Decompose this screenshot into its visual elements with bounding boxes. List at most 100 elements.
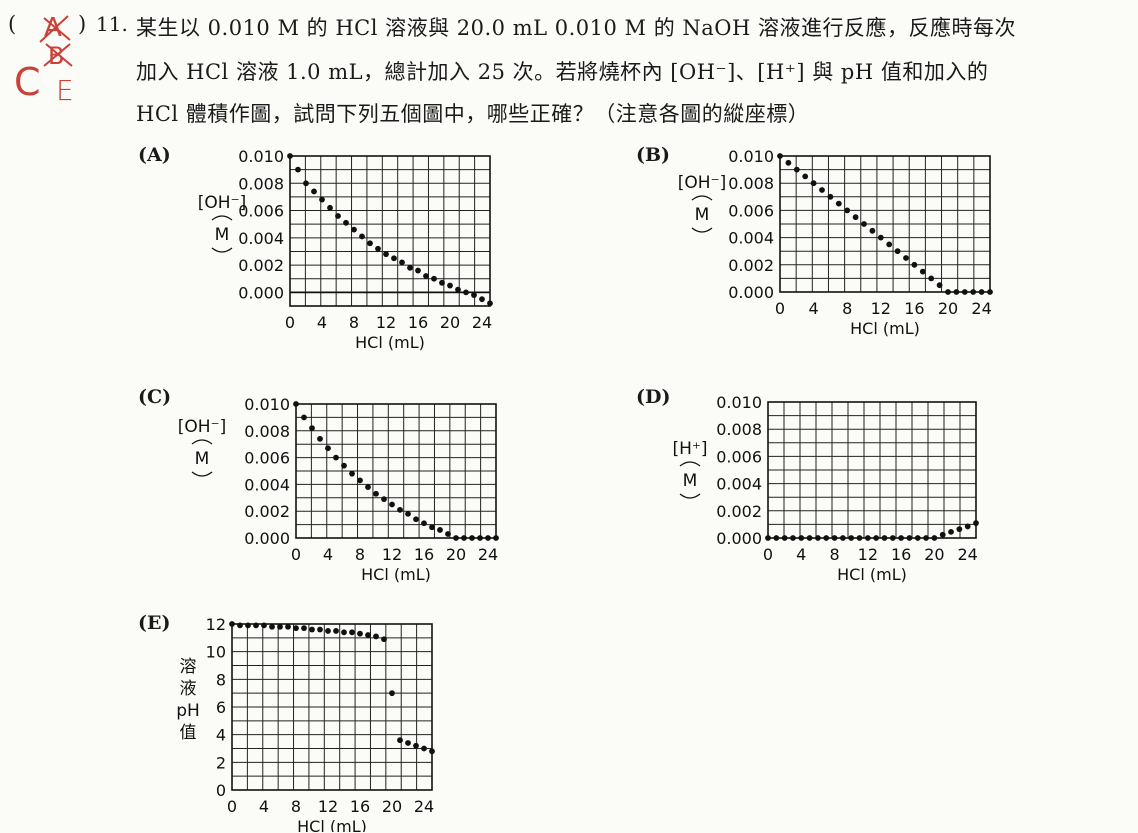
crossed-a-mark: A (44, 13, 62, 43)
data-point (413, 742, 419, 749)
y-unit-arc-bottom (679, 493, 701, 499)
data-point (367, 240, 373, 247)
y-tick-label: 0.008 (244, 422, 290, 441)
panel-label-b: (B) (636, 144, 671, 166)
data-point (487, 300, 493, 307)
data-point (886, 241, 893, 248)
x-tick-label: 24 (414, 797, 434, 816)
y-tick-label: 0.010 (238, 147, 284, 166)
x-axis-label: HCl (mL) (355, 333, 425, 352)
y-unit-arc-top (691, 195, 713, 201)
y-tick-label: 0.000 (716, 529, 762, 548)
x-tick-label: 8 (355, 545, 365, 564)
y-tick-label: 0.002 (238, 256, 284, 275)
plot-frame (767, 401, 977, 539)
data-point (461, 535, 467, 541)
plot-frame (231, 623, 433, 791)
x-tick-label: 20 (440, 313, 460, 332)
data-point (973, 520, 979, 526)
y-tick-label: 2 (216, 753, 226, 772)
x-tick-label: 12 (382, 545, 402, 564)
data-point (397, 506, 403, 513)
x-axis-label: HCl (mL) (850, 319, 920, 338)
data-point (831, 535, 838, 541)
data-point (455, 286, 461, 293)
data-point (953, 289, 960, 295)
data-point (445, 531, 451, 537)
data-point (405, 510, 411, 517)
data-point (319, 196, 325, 203)
data-point (894, 248, 901, 255)
x-axis-label: HCl (mL) (837, 565, 907, 584)
plot-frame (779, 155, 991, 293)
x-tick-label: 4 (323, 545, 333, 564)
question-number: 11. (96, 12, 128, 36)
data-point (301, 625, 307, 632)
data-point (349, 629, 355, 636)
data-point (287, 153, 293, 159)
data-point (864, 535, 871, 541)
data-point (790, 535, 796, 541)
data-point (928, 275, 935, 282)
data-point (906, 535, 913, 541)
data-point (781, 535, 788, 541)
y-tick-label: 0.004 (716, 475, 762, 494)
y-tick-label: 8 (216, 670, 226, 689)
panel-label-c: (C) (138, 386, 172, 408)
plot-frame (289, 155, 491, 307)
data-point (777, 153, 783, 159)
data-point (335, 213, 341, 219)
x-tick-label: 20 (924, 545, 944, 564)
data-point (407, 264, 413, 271)
y-axis-unit: M (695, 205, 710, 225)
data-point (881, 535, 888, 541)
data-point (295, 166, 301, 173)
data-point (261, 622, 267, 629)
data-point (835, 200, 842, 207)
data-point (437, 527, 443, 533)
x-tick-label: 20 (446, 545, 466, 564)
data-point (848, 535, 855, 541)
data-point (405, 740, 411, 746)
data-point (447, 282, 453, 289)
x-tick-label: 0 (285, 313, 295, 332)
data-point (333, 454, 339, 461)
data-point (303, 180, 309, 187)
data-point (277, 623, 283, 630)
data-point (397, 737, 403, 744)
x-axis-label: HCl (mL) (361, 565, 431, 584)
data-point (357, 630, 363, 637)
y-tick-label: 0.006 (244, 449, 290, 468)
panel-label-d: (D) (636, 386, 671, 408)
y-axis-label-line: 值 (180, 723, 197, 743)
data-point (827, 193, 834, 200)
data-point (956, 526, 963, 533)
data-point (429, 748, 435, 755)
data-point (357, 477, 363, 484)
data-point (477, 535, 483, 541)
data-point (798, 535, 805, 541)
y-tick-label: 0.006 (728, 201, 774, 220)
data-point (936, 282, 943, 289)
handwritten-answer-e: E (56, 74, 74, 107)
data-point (453, 535, 459, 541)
x-tick-label: 12 (871, 299, 891, 318)
y-axis-label-line: 溶 (180, 657, 197, 677)
y-axis-label: [OH⁻] (678, 173, 726, 193)
y-tick-label: 0.010 (244, 395, 290, 414)
y-tick-label: 0.010 (716, 393, 762, 412)
data-point (852, 214, 859, 221)
data-point (293, 625, 299, 632)
data-point (815, 535, 821, 541)
y-axis-unit: M (195, 449, 210, 469)
data-point (823, 535, 830, 541)
answer-paren-close: ) (78, 12, 87, 36)
data-point (919, 268, 926, 275)
question-line-2: 加入 HCl 溶液 1.0 mL，總計加入 25 次。若將燒杯內 [OH⁻]、[… (136, 60, 989, 84)
data-point (381, 636, 387, 643)
data-point (802, 173, 809, 180)
x-tick-label: 8 (291, 797, 301, 816)
data-point (844, 207, 851, 214)
data-point (309, 425, 315, 432)
